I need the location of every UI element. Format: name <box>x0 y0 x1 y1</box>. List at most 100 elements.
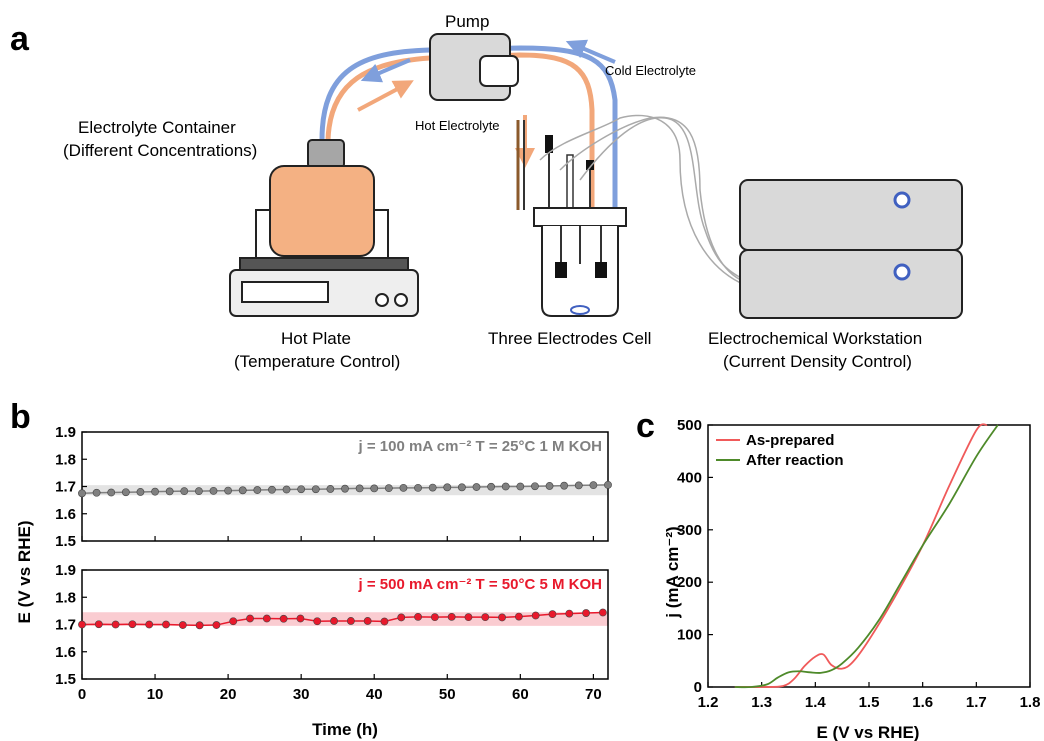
data-point <box>355 484 364 493</box>
data-point <box>341 484 349 493</box>
panel-letter-a: a <box>10 20 30 58</box>
ytick-label: 1.5 <box>55 533 76 550</box>
ytick-label: 0 <box>694 679 702 696</box>
legend-label-0: As-prepared <box>746 432 834 449</box>
ytick-label: 100 <box>677 627 702 644</box>
data-point <box>92 488 101 497</box>
xtick-label: 0 <box>78 686 86 703</box>
data-point <box>212 621 221 629</box>
data-point <box>313 617 322 626</box>
data-point <box>178 621 187 629</box>
workstation-knob-top <box>893 191 911 209</box>
data-point <box>229 617 238 626</box>
panel-a-schematic: a Pump Cold Electrolyte Hot Electrolyte … <box>10 12 963 371</box>
data-point <box>498 613 506 622</box>
panel-b-bottom-plot: 1.9 1.8 1.7 1.6 1.5 j = 500 mA cm⁻² T = 50°C … <box>55 562 609 703</box>
data-point <box>107 488 116 497</box>
xtick-label: 1.2 <box>698 694 719 711</box>
workstation-unit-top <box>739 179 963 251</box>
ytick-label: 1.7 <box>55 617 76 634</box>
data-point <box>151 487 159 496</box>
data-point <box>565 609 574 618</box>
panel-b-top-plot: 1.9 1.8 1.7 1.6 1.5 j = 100 mA cm⁻² T = 25°C … <box>55 424 612 550</box>
container-label-1: Electrolyte Container <box>78 118 236 137</box>
panel-b-xlabel: Time (h) <box>312 720 378 739</box>
hot-electrolyte-label: Hot Electrolyte <box>415 118 500 133</box>
panel-c-plot: 0 100 200 300 400 500 1.2 1.3 1.4 1.5 1.6 1.7 1.8 As-… <box>677 417 1040 711</box>
workstation-unit-bottom <box>739 249 963 319</box>
ytick-label: 1.8 <box>55 589 76 606</box>
data-point <box>560 481 569 490</box>
data-point <box>430 613 439 622</box>
hot-plate-label-1: Hot Plate <box>281 329 351 348</box>
cold-arrow-right <box>565 39 616 64</box>
xtick-label: 40 <box>366 686 383 703</box>
data-point <box>78 489 86 498</box>
data-point <box>545 482 554 490</box>
data-point <box>516 482 525 491</box>
data-point <box>180 487 189 496</box>
data-point <box>145 620 154 629</box>
ytick-label: 300 <box>677 522 702 539</box>
cold-electrolyte-label: Cold Electrolyte <box>605 63 696 78</box>
panel-b-ylabel: E (V vs RHE) <box>15 521 34 624</box>
panel-c-chart: c 0 100 200 300 400 500 1.2 1.3 1.4 1.5 1.6 1.7 1.8 A… <box>636 407 1040 741</box>
data-point <box>346 617 355 625</box>
data-point <box>443 483 452 492</box>
three-electrode-cell <box>516 114 746 317</box>
xtick-label: 60 <box>512 686 529 703</box>
ytick-label: 1.5 <box>55 671 76 688</box>
legend-label-1: After reaction <box>746 452 844 469</box>
panel-b-chart: b 1.9 1.8 1.7 1.6 1.5 j = 100 mA cm⁻² T = 25°… <box>10 398 612 739</box>
data-point <box>78 620 86 629</box>
data-point <box>370 484 379 493</box>
xtick-label: 70 <box>585 686 602 703</box>
workstation-label-2: (Current Density Control) <box>723 352 912 371</box>
condition-annotation: j = 100 mA cm⁻² T = 25°C 1 M KOH <box>358 438 602 455</box>
data-point <box>428 483 437 492</box>
data-point <box>447 612 456 621</box>
data-point <box>384 484 393 493</box>
cell-label: Three Electrodes Cell <box>488 329 651 348</box>
data-point <box>464 613 473 622</box>
data-point <box>582 609 590 617</box>
data-point <box>282 485 291 494</box>
data-point <box>128 620 137 629</box>
data-point <box>195 621 204 630</box>
data-point <box>246 614 254 623</box>
pump-head <box>479 55 519 87</box>
pump-label: Pump <box>445 12 489 31</box>
hot-plate-knob-1 <box>375 293 389 307</box>
data-point <box>121 488 130 497</box>
ytick-label: 1.7 <box>55 479 76 496</box>
panel-c-xlabel: E (V vs RHE) <box>817 723 920 741</box>
xtick-label: 1.5 <box>859 694 880 711</box>
container-cap <box>307 139 345 169</box>
data-point <box>311 485 320 494</box>
data-point <box>548 610 557 619</box>
series-line-c-0 <box>734 423 988 688</box>
workstation-label-1: Electrochemical Workstation <box>708 329 922 348</box>
data-point <box>238 486 247 495</box>
ytick-label: 500 <box>677 417 702 434</box>
data-point <box>194 487 203 496</box>
data-point <box>457 483 466 492</box>
data-point <box>363 617 372 625</box>
ytick-label: 1.6 <box>55 506 76 523</box>
electrolyte-container <box>269 165 375 257</box>
data-point <box>111 620 120 629</box>
data-point <box>501 482 510 491</box>
hot-arrow-up <box>357 80 414 112</box>
data-point <box>165 487 174 496</box>
ytick-label: 1.9 <box>55 562 76 579</box>
data-point <box>209 486 218 495</box>
ytick-label: 400 <box>677 469 702 486</box>
data-point <box>330 617 338 625</box>
xtick-label: 50 <box>439 686 456 703</box>
data-point <box>279 614 288 623</box>
panel-letter-b: b <box>10 398 31 436</box>
xtick-label: 1.6 <box>912 694 933 711</box>
data-point <box>604 480 612 489</box>
data-point <box>598 608 607 617</box>
data-point <box>162 620 170 629</box>
